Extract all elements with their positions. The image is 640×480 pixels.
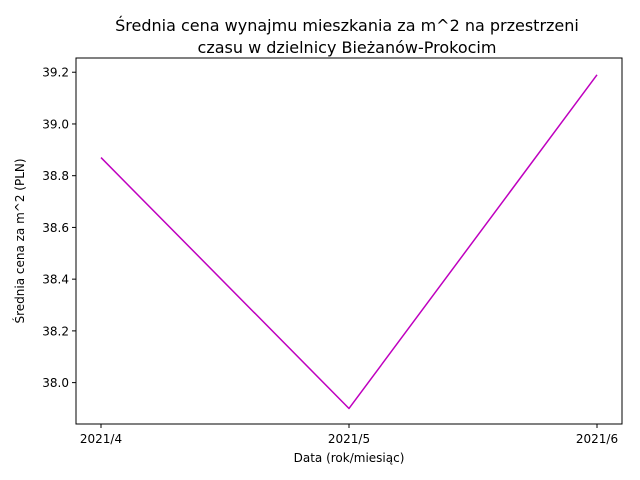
series-group: [100, 74, 598, 410]
x-axis-label: Data (rok/miesiąc): [294, 451, 405, 465]
y-tick-label: 38.6: [42, 221, 69, 235]
x-tick-label: 2021/5: [328, 432, 370, 446]
y-tick-label: 39.2: [42, 66, 69, 80]
y-axis: 38.0 38.2 38.4 38.6 38.8 39.0 39.2: [42, 66, 76, 390]
series-line: [100, 74, 598, 410]
x-tick-label: 2021/4: [80, 432, 122, 446]
x-tick-label: 2021/6: [576, 432, 618, 446]
y-tick-label: 38.8: [42, 169, 69, 183]
y-tick-label: 38.4: [42, 273, 69, 287]
plot-area-frame: [75, 57, 623, 425]
x-axis: 2021/4 2021/5 2021/6: [80, 424, 618, 446]
chart-title-line-1: Średnia cena wynajmu mieszkania za m^2 n…: [115, 16, 579, 35]
y-tick-label: 39.0: [42, 117, 69, 131]
y-tick-label: 38.2: [42, 324, 69, 338]
y-tick-label: 38.0: [42, 376, 69, 390]
y-axis-label: Średnia cena za m^2 (PLN): [12, 158, 27, 323]
chart-title-line-2: czasu w dzielnicy Bieżanów-Prokocim: [198, 38, 497, 57]
